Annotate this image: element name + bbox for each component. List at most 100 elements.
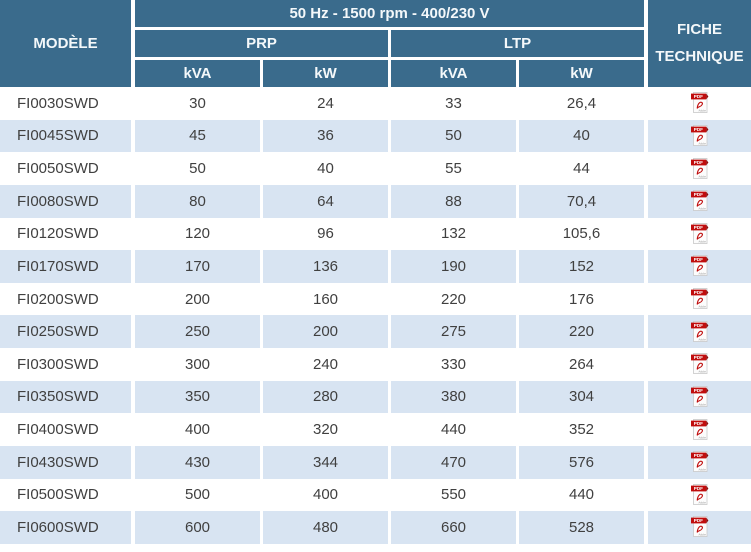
table-row: FI0045SWD 45 36 50 40 PDF Adobe xyxy=(0,119,751,153)
prp-kw-cell: 320 xyxy=(263,413,388,446)
table-row: FI0500SWD 500 400 550 440 PDF Adobe xyxy=(0,478,751,512)
svg-text:PDF: PDF xyxy=(694,518,703,523)
ltp-kw-cell: 528 xyxy=(519,511,644,544)
svg-text:Adobe: Adobe xyxy=(698,403,706,407)
ltp-kw-cell: 352 xyxy=(519,413,644,446)
pdf-adobe-icon[interactable]: PDF Adobe xyxy=(689,254,710,278)
svg-text:Adobe: Adobe xyxy=(698,370,706,374)
prp-kva-cell: 30 xyxy=(135,87,260,120)
prp-kva-cell: 300 xyxy=(135,348,260,381)
svg-text:Adobe: Adobe xyxy=(698,435,706,439)
ltp-kva-cell: 275 xyxy=(391,315,516,348)
prp-kw-cell: 64 xyxy=(263,184,388,218)
svg-text:Adobe: Adobe xyxy=(698,468,706,472)
svg-text:PDF: PDF xyxy=(694,453,703,458)
svg-text:Adobe: Adobe xyxy=(698,174,706,178)
pdf-adobe-icon[interactable]: PDF Adobe xyxy=(689,385,710,409)
pdf-adobe-icon[interactable]: PDF Adobe xyxy=(689,483,710,507)
fiche-technique-cell: PDF Adobe xyxy=(648,250,751,283)
svg-text:PDF: PDF xyxy=(694,421,703,426)
model-cell: FI0120SWD xyxy=(0,217,131,251)
fiche-technique-cell: PDF Adobe xyxy=(648,184,751,218)
svg-text:PDF: PDF xyxy=(694,486,703,491)
svg-text:PDF: PDF xyxy=(694,323,703,328)
column-header-ltp-kw: kW xyxy=(519,60,644,87)
prp-kw-cell: 136 xyxy=(263,250,388,283)
column-header-model: MODÈLE xyxy=(0,0,131,87)
ltp-kva-cell: 470 xyxy=(391,445,516,479)
prp-kw-cell: 96 xyxy=(263,217,388,251)
fiche-technique-cell: PDF Adobe xyxy=(648,445,751,479)
svg-text:PDF: PDF xyxy=(694,355,703,360)
prp-kw-cell: 24 xyxy=(263,87,388,120)
model-cell: FI0600SWD xyxy=(0,511,131,544)
svg-text:PDF: PDF xyxy=(694,257,703,262)
svg-text:PDF: PDF xyxy=(694,127,703,132)
svg-text:Adobe: Adobe xyxy=(698,109,706,113)
prp-kw-cell: 40 xyxy=(263,152,388,185)
column-header-ltp-kva: kVA xyxy=(391,60,516,87)
table-row: FI0200SWD 200 160 220 176 PDF Adobe xyxy=(0,282,751,316)
pdf-adobe-icon[interactable]: PDF Adobe xyxy=(689,287,710,311)
pdf-adobe-icon[interactable]: PDF Adobe xyxy=(689,515,710,539)
table-row: FI0350SWD 350 280 380 304 PDF Adobe xyxy=(0,380,751,414)
svg-text:Adobe: Adobe xyxy=(698,337,706,341)
prp-kva-cell: 250 xyxy=(135,315,260,348)
prp-kw-cell: 344 xyxy=(263,445,388,479)
prp-kva-cell: 170 xyxy=(135,250,260,283)
model-cell: FI0430SWD xyxy=(0,445,131,479)
model-cell: FI0250SWD xyxy=(0,315,131,348)
model-cell: FI0200SWD xyxy=(0,282,131,316)
pdf-adobe-icon[interactable]: PDF Adobe xyxy=(689,189,710,213)
pdf-adobe-icon[interactable]: PDF Adobe xyxy=(689,222,710,246)
svg-text:PDF: PDF xyxy=(694,160,703,165)
ltp-kw-cell: 220 xyxy=(519,315,644,348)
fiche-technique-cell: PDF Adobe xyxy=(648,152,751,185)
pdf-adobe-icon[interactable]: PDF Adobe xyxy=(689,418,710,442)
prp-kw-cell: 240 xyxy=(263,348,388,381)
prp-kva-cell: 350 xyxy=(135,380,260,414)
column-header-prp: PRP xyxy=(135,30,388,57)
table-row: FI0120SWD 120 96 132 105,6 PDF Adobe xyxy=(0,217,751,251)
ltp-kw-cell: 176 xyxy=(519,282,644,316)
ltp-kw-cell: 105,6 xyxy=(519,217,644,251)
ltp-kva-cell: 50 xyxy=(391,119,516,153)
svg-text:Adobe: Adobe xyxy=(698,142,706,146)
fiche-technique-cell: PDF Adobe xyxy=(648,380,751,414)
pdf-adobe-icon[interactable]: PDF Adobe xyxy=(689,320,710,344)
svg-text:PDF: PDF xyxy=(694,192,703,197)
svg-text:PDF: PDF xyxy=(694,290,703,295)
ltp-kva-cell: 330 xyxy=(391,348,516,381)
svg-text:PDF: PDF xyxy=(694,94,703,99)
pdf-adobe-icon[interactable]: PDF Adobe xyxy=(689,91,710,115)
ltp-kw-cell: 40 xyxy=(519,119,644,153)
svg-text:Adobe: Adobe xyxy=(698,500,706,504)
ltp-kw-cell: 576 xyxy=(519,445,644,479)
column-header-fiche-technique: FICHE TECHNIQUE xyxy=(648,0,751,87)
model-cell: FI0350SWD xyxy=(0,380,131,414)
model-cell: FI0045SWD xyxy=(0,119,131,153)
ltp-kw-cell: 152 xyxy=(519,250,644,283)
svg-text:PDF: PDF xyxy=(694,388,703,393)
svg-text:Adobe: Adobe xyxy=(698,239,706,243)
pdf-adobe-icon[interactable]: PDF Adobe xyxy=(689,352,710,376)
pdf-adobe-icon[interactable]: PDF Adobe xyxy=(689,124,710,148)
prp-kw-cell: 400 xyxy=(263,478,388,512)
prp-kva-cell: 50 xyxy=(135,152,260,185)
model-cell: FI0300SWD xyxy=(0,348,131,381)
ltp-kw-cell: 26,4 xyxy=(519,87,644,120)
fiche-technique-cell: PDF Adobe xyxy=(648,478,751,512)
ltp-kva-cell: 132 xyxy=(391,217,516,251)
table-row: FI0250SWD 250 200 275 220 PDF Adobe xyxy=(0,315,751,348)
pdf-adobe-icon[interactable]: PDF Adobe xyxy=(689,450,710,474)
ltp-kva-cell: 380 xyxy=(391,380,516,414)
prp-kva-cell: 120 xyxy=(135,217,260,251)
column-header-prp-kw: kW xyxy=(263,60,388,87)
ltp-kva-cell: 660 xyxy=(391,511,516,544)
prp-kva-cell: 400 xyxy=(135,413,260,446)
fiche-technique-cell: PDF Adobe xyxy=(648,511,751,544)
prp-kva-cell: 80 xyxy=(135,184,260,218)
prp-kw-cell: 160 xyxy=(263,282,388,316)
pdf-adobe-icon[interactable]: PDF Adobe xyxy=(689,157,710,181)
table-row: FI0430SWD 430 344 470 576 PDF Adobe xyxy=(0,445,751,479)
